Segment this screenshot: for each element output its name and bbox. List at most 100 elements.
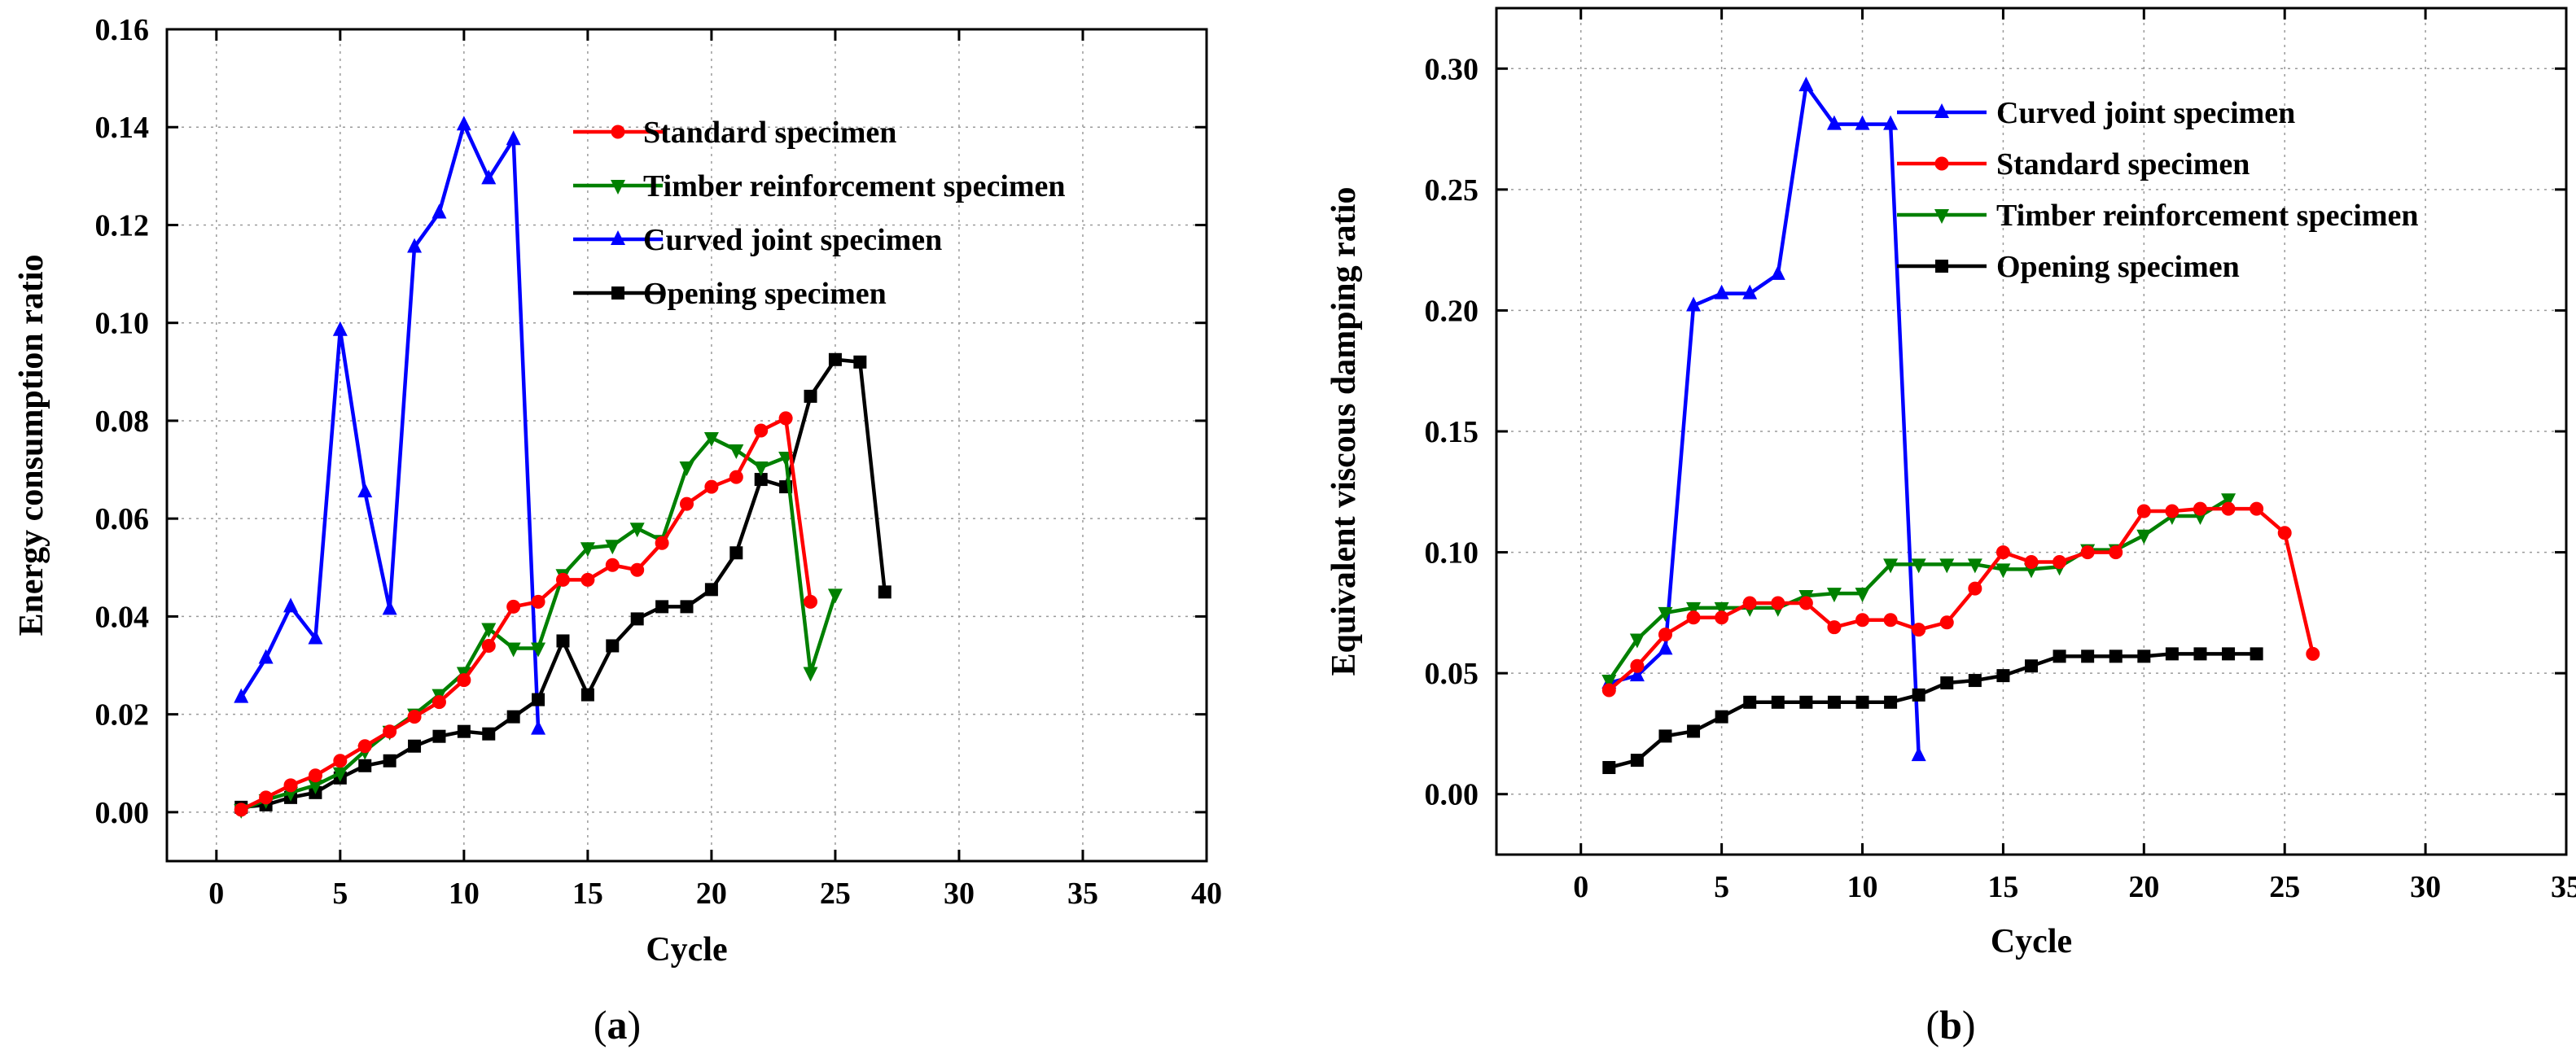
series bbox=[1601, 501, 2320, 698]
data-point bbox=[704, 583, 718, 597]
data-point bbox=[1742, 596, 1757, 610]
x-tick-label: 25 bbox=[2269, 870, 2300, 904]
caption-open-paren: ( bbox=[594, 1002, 607, 1047]
data-point bbox=[605, 540, 620, 555]
data-point bbox=[531, 642, 546, 658]
legend-entry-label: Curved joint specimen bbox=[643, 223, 942, 257]
data-point bbox=[531, 594, 545, 609]
x-tick-label: 20 bbox=[696, 877, 727, 911]
legend-entry-label: Standard specimen bbox=[1996, 147, 2250, 181]
caption-letter: a bbox=[607, 1002, 628, 1047]
data-point bbox=[655, 536, 669, 550]
data-point bbox=[531, 719, 546, 735]
legend-marker bbox=[1934, 156, 1949, 171]
series bbox=[234, 431, 843, 819]
y-tick-label: 0.25 bbox=[1425, 173, 1479, 208]
data-point bbox=[655, 600, 669, 614]
data-point bbox=[481, 169, 497, 185]
data-point bbox=[1826, 588, 1842, 603]
series bbox=[234, 411, 818, 817]
x-tick-label: 30 bbox=[944, 877, 975, 911]
data-point bbox=[234, 803, 248, 817]
data-point bbox=[680, 496, 694, 511]
data-point bbox=[753, 461, 769, 477]
data-point bbox=[532, 693, 545, 706]
y-tick-label: 0.05 bbox=[1425, 657, 1479, 691]
data-point bbox=[407, 238, 423, 253]
data-point bbox=[630, 612, 644, 626]
grid bbox=[167, 28, 1207, 861]
y-tick-label: 0.08 bbox=[95, 405, 150, 439]
x-tick-label: 10 bbox=[449, 877, 480, 911]
x-tick-label: 25 bbox=[820, 877, 851, 911]
data-point bbox=[1629, 633, 1645, 649]
x-tick-label: 0 bbox=[1573, 870, 1588, 904]
data-point bbox=[482, 727, 496, 741]
legend-entry-label: Curved joint specimen bbox=[1996, 96, 2295, 130]
y-tick-label: 0.10 bbox=[95, 307, 150, 341]
data-point bbox=[457, 673, 471, 688]
data-point bbox=[1912, 688, 1925, 702]
data-point bbox=[456, 116, 471, 131]
data-point bbox=[1855, 588, 1870, 603]
y-tick-label: 0.10 bbox=[1425, 536, 1479, 571]
legend-entry-label: Standard specimen bbox=[643, 116, 896, 150]
data-point bbox=[1967, 558, 1982, 574]
data-point bbox=[2277, 526, 2292, 540]
data-point bbox=[506, 599, 521, 614]
data-point bbox=[1687, 724, 1701, 738]
data-point bbox=[778, 411, 793, 426]
data-point bbox=[408, 739, 422, 753]
y-tick-label: 0.02 bbox=[95, 698, 150, 733]
data-point bbox=[332, 767, 348, 782]
data-point bbox=[1968, 674, 1982, 688]
series bbox=[234, 116, 546, 735]
legend-entry-label: Timber reinforcement specimen bbox=[1996, 199, 2419, 233]
data-point bbox=[679, 461, 694, 477]
data-point bbox=[729, 444, 744, 460]
y-tick-label: 0.06 bbox=[95, 502, 150, 536]
data-point bbox=[2024, 554, 2039, 569]
data-point bbox=[1602, 761, 1616, 775]
x-tick-label: 15 bbox=[572, 877, 603, 911]
data-point bbox=[1658, 729, 1672, 743]
data-point bbox=[432, 729, 446, 743]
legend-marker bbox=[611, 125, 625, 139]
data-point bbox=[283, 597, 299, 613]
data-point bbox=[680, 600, 694, 614]
data-point bbox=[2221, 501, 2236, 516]
data-point bbox=[580, 688, 594, 702]
data-point bbox=[754, 423, 769, 438]
data-point bbox=[1658, 628, 1672, 642]
data-point bbox=[2052, 554, 2067, 569]
data-point bbox=[1911, 558, 1926, 574]
data-point bbox=[2193, 647, 2207, 661]
data-point bbox=[2193, 501, 2207, 516]
panel-b: 0 5 10 15 20 25 30 35 0.00 0.05 0.10 0.15 0.20 0.25 0.… bbox=[1325, 7, 2576, 1047]
data-point bbox=[1601, 683, 1616, 698]
data-point bbox=[629, 523, 645, 538]
data-point bbox=[878, 585, 892, 599]
legend-marker bbox=[611, 180, 625, 195]
x-tick-label: 15 bbox=[1987, 870, 2018, 904]
x-tick-label: 5 bbox=[1714, 870, 1729, 904]
legend-marker bbox=[1934, 209, 1949, 224]
x-tick-label: 20 bbox=[2128, 870, 2159, 904]
legend: Curved joint specimen Standard specimen Ti… bbox=[1897, 96, 2419, 284]
x-tick-label: 40 bbox=[1191, 877, 1222, 911]
data-point bbox=[506, 710, 520, 724]
y-tick-label: 0.30 bbox=[1425, 52, 1479, 86]
data-point bbox=[1798, 77, 1814, 92]
data-point bbox=[2137, 649, 2151, 663]
data-point bbox=[308, 768, 322, 783]
caption-close-paren: ) bbox=[1962, 1002, 1976, 1047]
data-point bbox=[358, 759, 372, 772]
data-point bbox=[1771, 695, 1785, 709]
data-point bbox=[1686, 601, 1702, 617]
data-point bbox=[703, 431, 719, 447]
data-point bbox=[432, 203, 447, 219]
data-point bbox=[1884, 695, 1898, 709]
caption-close-paren: ) bbox=[628, 1002, 642, 1047]
data-point bbox=[630, 562, 645, 577]
caption-open-paren: ( bbox=[1925, 1002, 1939, 1047]
